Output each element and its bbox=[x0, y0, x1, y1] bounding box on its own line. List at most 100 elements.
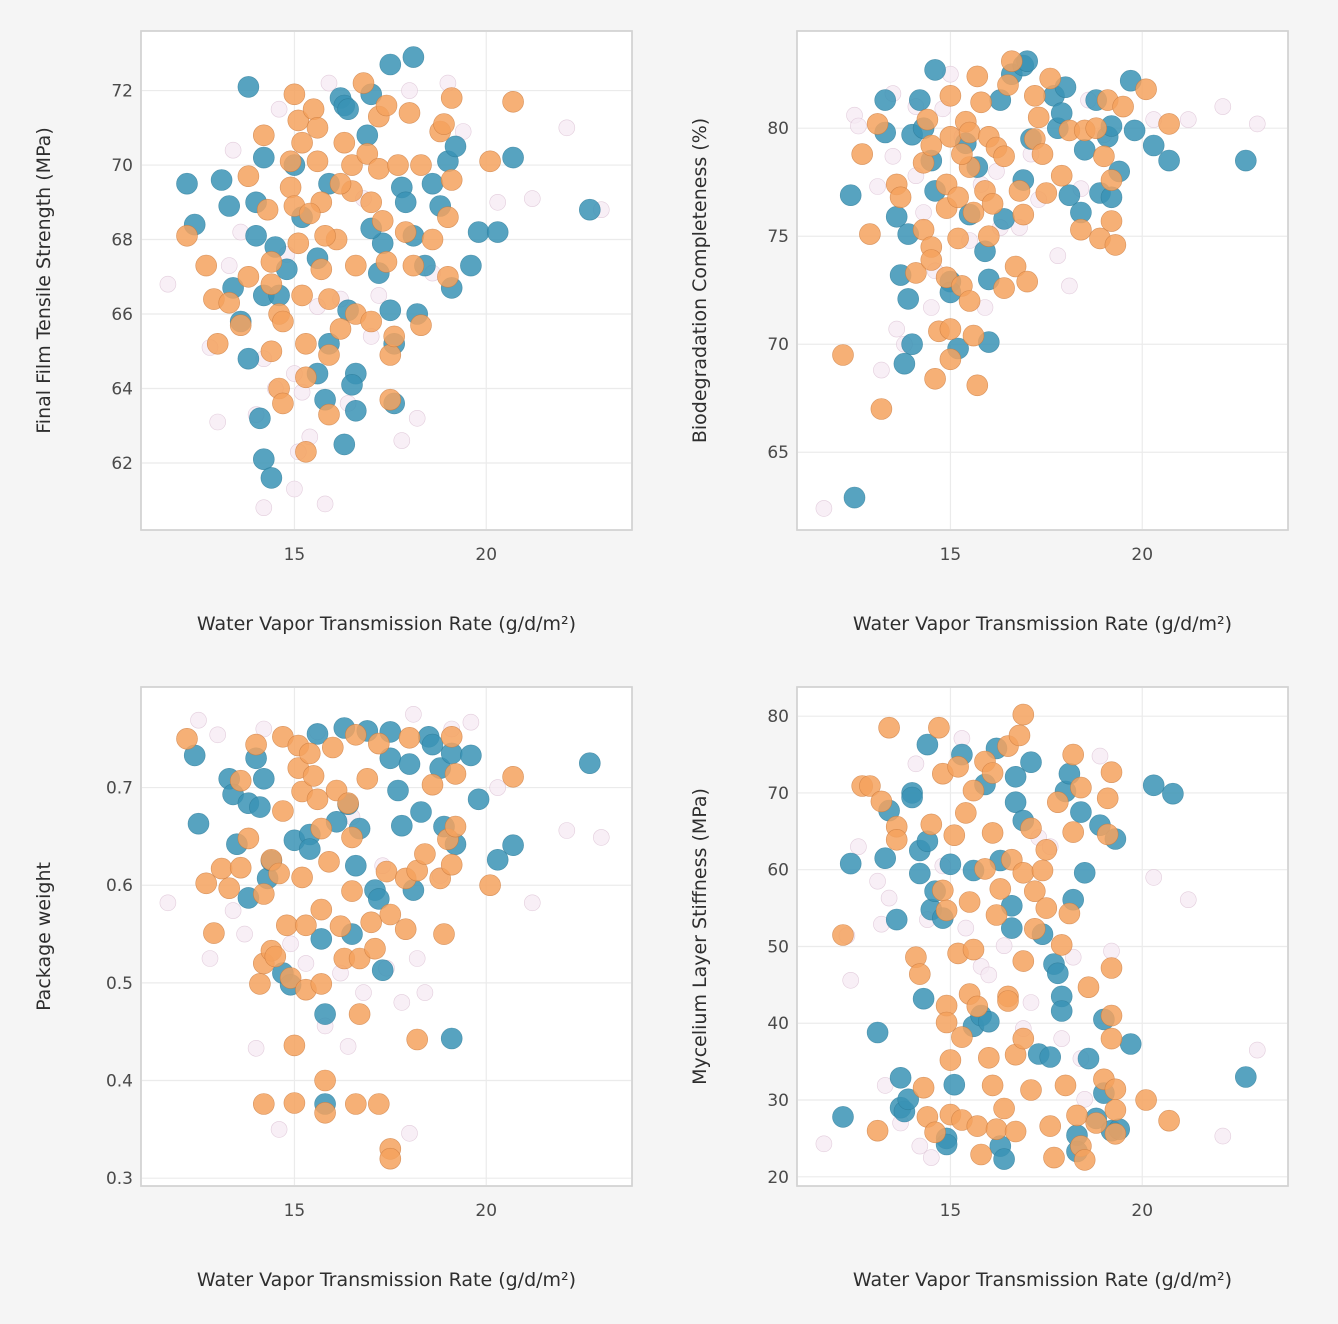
data-point-orange bbox=[210, 857, 233, 880]
scatter-plot-package-weight: 15 20 0.3 0.4 0.5 0.6 0.7 Water Vapor Transmiss… bbox=[33, 686, 633, 1291]
data-point-orange bbox=[341, 880, 363, 902]
data-point-orange bbox=[298, 202, 321, 225]
data-point-ghost bbox=[1053, 1030, 1071, 1047]
data-point-orange bbox=[406, 1028, 429, 1051]
data-point-orange bbox=[1100, 957, 1123, 979]
data-point-orange bbox=[1100, 1027, 1123, 1050]
data-point-orange bbox=[421, 228, 444, 251]
data-point-ghost bbox=[282, 935, 299, 953]
data-point-orange bbox=[1066, 1104, 1088, 1127]
data-point-orange bbox=[375, 94, 398, 117]
data-point-blue bbox=[237, 347, 260, 370]
scatter-plot-tensile-strength: 15 20 62 64 66 68 70 72 Water Vapor Transmission… bbox=[33, 30, 633, 635]
data-point-blue bbox=[467, 788, 490, 811]
data-point-blue bbox=[410, 801, 432, 823]
data-point-ghost bbox=[1248, 115, 1266, 133]
data-point-orange bbox=[1158, 113, 1180, 135]
data-point-blue bbox=[1058, 184, 1081, 206]
data-point-orange bbox=[1077, 976, 1100, 999]
data-point-orange bbox=[318, 288, 340, 310]
data-point-orange bbox=[962, 779, 985, 802]
data-point-blue bbox=[578, 198, 601, 221]
data-point-blue bbox=[252, 448, 275, 471]
data-point-orange bbox=[1070, 776, 1092, 799]
data-point-orange bbox=[1043, 1146, 1065, 1169]
data-point-ghost bbox=[880, 889, 898, 907]
data-point-ghost bbox=[957, 919, 975, 937]
data-point-blue bbox=[252, 146, 275, 169]
data-point-orange bbox=[433, 113, 455, 135]
data-point-orange bbox=[962, 201, 985, 224]
data-point-blue bbox=[252, 768, 275, 790]
data-point-ghost bbox=[286, 480, 303, 498]
data-point-orange bbox=[229, 769, 252, 792]
data-point-orange bbox=[195, 254, 217, 277]
data-point-blue bbox=[943, 1073, 966, 1096]
data-point-blue bbox=[1077, 1047, 1100, 1070]
data-point-blue bbox=[839, 184, 862, 206]
data-point-blue bbox=[298, 838, 321, 860]
data-point-orange bbox=[1012, 1027, 1035, 1050]
data-point-ghost bbox=[850, 838, 867, 855]
data-point-orange bbox=[1023, 880, 1046, 902]
data-point-orange bbox=[1104, 234, 1127, 256]
data-point-orange bbox=[1020, 817, 1042, 840]
data-point-blue bbox=[908, 862, 931, 885]
data-point-orange bbox=[1023, 85, 1046, 107]
data-point-orange bbox=[966, 65, 989, 88]
data-point-orange bbox=[360, 310, 383, 333]
data-point-orange bbox=[306, 150, 329, 173]
data-point-orange bbox=[981, 1074, 1004, 1097]
series-blue bbox=[183, 717, 601, 1115]
data-point-blue bbox=[1234, 149, 1257, 172]
data-point-orange bbox=[272, 800, 294, 822]
data-point-orange bbox=[291, 131, 313, 154]
data-point-orange bbox=[237, 165, 260, 187]
data-point-blue bbox=[502, 146, 524, 169]
data-point-orange bbox=[383, 325, 406, 348]
y-tick-label: 66 bbox=[111, 305, 133, 325]
data-point-orange bbox=[310, 817, 333, 840]
data-point-blue bbox=[344, 399, 367, 422]
data-point-orange bbox=[360, 911, 383, 934]
data-point-orange bbox=[889, 186, 912, 209]
data-point-orange bbox=[920, 249, 943, 271]
data-point-orange bbox=[176, 225, 198, 247]
data-point-ghost bbox=[416, 984, 434, 1001]
data-point-blue bbox=[486, 849, 509, 871]
data-point-blue bbox=[1142, 774, 1165, 797]
data-point-ghost bbox=[405, 705, 422, 723]
data-point-orange bbox=[966, 995, 989, 1018]
data-point-blue bbox=[908, 89, 931, 111]
data-point-ghost bbox=[297, 955, 315, 972]
data-point-orange bbox=[1093, 145, 1115, 168]
data-point-orange bbox=[1023, 917, 1046, 940]
data-point-orange bbox=[260, 340, 283, 363]
data-point-ghost bbox=[462, 713, 480, 731]
data-point-orange bbox=[333, 131, 356, 154]
data-point-blue bbox=[379, 299, 402, 322]
data-point-orange bbox=[314, 1101, 336, 1124]
data-point-orange bbox=[970, 91, 992, 114]
data-point-ghost bbox=[869, 178, 886, 195]
data-point-orange bbox=[981, 822, 1004, 844]
data-point-orange bbox=[440, 853, 463, 876]
series-orange bbox=[176, 72, 524, 463]
data-point-orange bbox=[832, 344, 854, 366]
data-point-ghost bbox=[980, 966, 998, 984]
data-point-orange bbox=[1073, 1149, 1096, 1171]
data-point-orange bbox=[1158, 1109, 1180, 1132]
data-point-orange bbox=[295, 440, 317, 463]
data-point-blue bbox=[187, 812, 210, 835]
data-point-blue bbox=[260, 467, 283, 489]
data-point-blue bbox=[356, 124, 379, 147]
data-point-blue bbox=[333, 433, 356, 456]
data-point-blue bbox=[897, 1088, 919, 1111]
data-point-blue bbox=[893, 352, 916, 375]
scatter-plot-mycelium-stiffness: 15 20 20 30 40 50 60 70 80 Water Vapor Transmissi… bbox=[689, 686, 1289, 1291]
plot-border bbox=[140, 686, 633, 1187]
data-point-blue bbox=[916, 733, 939, 756]
data-point-orange bbox=[410, 154, 432, 176]
data-point-orange bbox=[283, 1092, 306, 1114]
data-point-ghost bbox=[190, 711, 207, 729]
